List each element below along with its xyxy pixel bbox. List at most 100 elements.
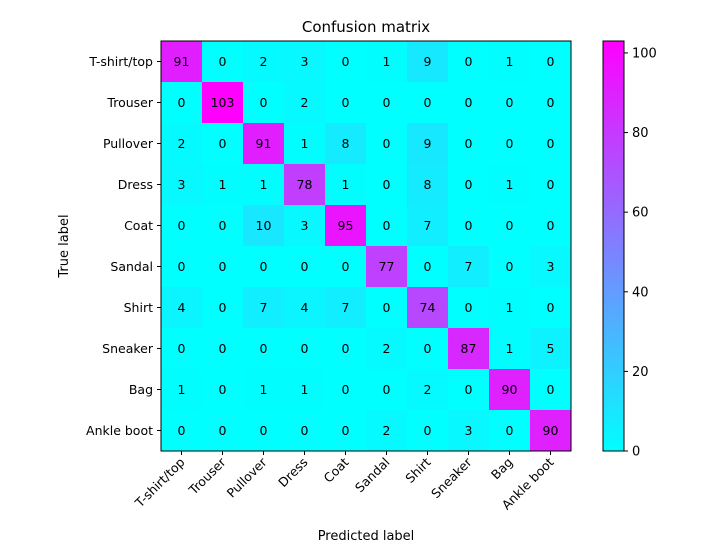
heatmap-cell [202, 164, 244, 206]
heatmap-cell [161, 410, 203, 452]
cell-value-label: 1 [219, 177, 227, 192]
cell-value-label: 2 [260, 54, 268, 69]
heatmap-cell [366, 287, 408, 329]
heatmap-cell [284, 328, 326, 370]
cell-value-label: 1 [506, 54, 514, 69]
y-tick-label: Ankle boot [86, 423, 153, 438]
colorbar-tick-label: 60 [632, 206, 649, 221]
x-axis-label: Predicted label [318, 529, 415, 544]
cell-value-label: 0 [301, 341, 309, 356]
heatmap-cell [448, 246, 490, 288]
heatmap-cell [325, 246, 367, 288]
cell-value-label: 0 [178, 341, 186, 356]
heatmap-cell [161, 205, 203, 247]
cell-value-label: 1 [301, 136, 309, 151]
y-tick-label: Sandal [110, 259, 153, 274]
cell-value-label: 0 [342, 423, 350, 438]
heatmap-cell [325, 205, 367, 247]
heatmap-cell [448, 41, 490, 83]
y-axis-ticks: T-shirt/top Trouser Pullover Dress Coat Sanda… [86, 54, 161, 438]
cell-value-label: 9 [424, 54, 432, 69]
heatmap-cell [448, 369, 490, 411]
heatmap-cell [489, 246, 531, 288]
cell-value-label: 2 [383, 423, 391, 438]
heatmap-cell [407, 246, 449, 288]
heatmap-cell [243, 410, 285, 452]
colorbar-ticks: 0 20 40 60 80 100 [624, 46, 657, 460]
cell-value-label: 0 [506, 136, 514, 151]
heatmap-cell [161, 246, 203, 288]
cell-value-label: 0 [260, 423, 268, 438]
cell-value-label: 0 [383, 177, 391, 192]
cell-value-label: 91 [174, 54, 190, 69]
cell-value-label: 3 [547, 259, 555, 274]
colorbar-tick-label: 0 [632, 445, 640, 460]
cell-value-label: 0 [547, 382, 555, 397]
cell-value-label: 0 [506, 423, 514, 438]
cell-value-label: 7 [260, 300, 268, 315]
cell-value-label: 0 [465, 136, 473, 151]
x-tick-label: Shirt [402, 454, 433, 485]
heatmap-cell [448, 410, 490, 452]
cell-value-label: 2 [383, 341, 391, 356]
cell-value-label: 0 [465, 300, 473, 315]
cell-value-label: 0 [178, 218, 186, 233]
cell-value-label: 7 [424, 218, 432, 233]
heatmap-cell [284, 205, 326, 247]
cell-value-label: 0 [219, 54, 227, 69]
x-tick-label: Trouser [185, 454, 229, 498]
heatmap-cell [489, 205, 531, 247]
x-tick-label: T-shirt/top [131, 454, 187, 510]
heatmap-cell [530, 41, 572, 83]
cell-value-label: 0 [465, 382, 473, 397]
colorbar-tick-label: 100 [632, 46, 657, 61]
cell-value-label: 103 [211, 95, 235, 110]
cell-value-label: 7 [465, 259, 473, 274]
heatmap-cell [407, 164, 449, 206]
y-axis-label: True label [57, 214, 72, 278]
cell-value-label: 0 [547, 177, 555, 192]
y-tick-label: Dress [118, 177, 153, 192]
heatmap-cell [366, 82, 408, 124]
heatmap-cell [448, 123, 490, 165]
heatmap-cell [202, 328, 244, 370]
cell-value-label: 3 [301, 54, 309, 69]
heatmap-cell [530, 205, 572, 247]
heatmap-cell [161, 164, 203, 206]
cell-value-label: 90 [543, 423, 559, 438]
heatmap-cell [407, 410, 449, 452]
cell-value-label: 87 [461, 341, 477, 356]
cell-value-label: 0 [342, 341, 350, 356]
cell-value-label: 1 [260, 382, 268, 397]
cell-value-label: 0 [465, 218, 473, 233]
heatmap-cell [243, 41, 285, 83]
heatmap-cell [202, 205, 244, 247]
cell-value-label: 1 [178, 382, 186, 397]
cell-value-label: 0 [465, 95, 473, 110]
heatmap-cell [366, 41, 408, 83]
colorbar-tick-label: 40 [632, 285, 649, 300]
cell-value-label: 0 [547, 54, 555, 69]
cell-value-label: 0 [506, 218, 514, 233]
heatmap-cell [366, 246, 408, 288]
heatmap-cell [448, 82, 490, 124]
heatmap-cell [284, 123, 326, 165]
heatmap-cell [489, 287, 531, 329]
heatmap-cell [284, 41, 326, 83]
heatmap-cell [284, 410, 326, 452]
heatmap-cell [243, 287, 285, 329]
heatmap-cell [366, 164, 408, 206]
cell-value-label: 0 [547, 300, 555, 315]
heatmap-cell [243, 328, 285, 370]
heatmap-cell [243, 369, 285, 411]
heatmap-cell [530, 410, 572, 452]
cell-value-label: 0 [547, 136, 555, 151]
heatmap-cell [161, 41, 203, 83]
heatmap-cell [161, 123, 203, 165]
heatmap-cell [366, 123, 408, 165]
x-tick-label: Sandal [352, 455, 393, 496]
chart-title: Confusion matrix [302, 18, 430, 36]
cell-value-label: 1 [260, 177, 268, 192]
cell-value-label: 0 [424, 423, 432, 438]
heatmap-cell [448, 287, 490, 329]
